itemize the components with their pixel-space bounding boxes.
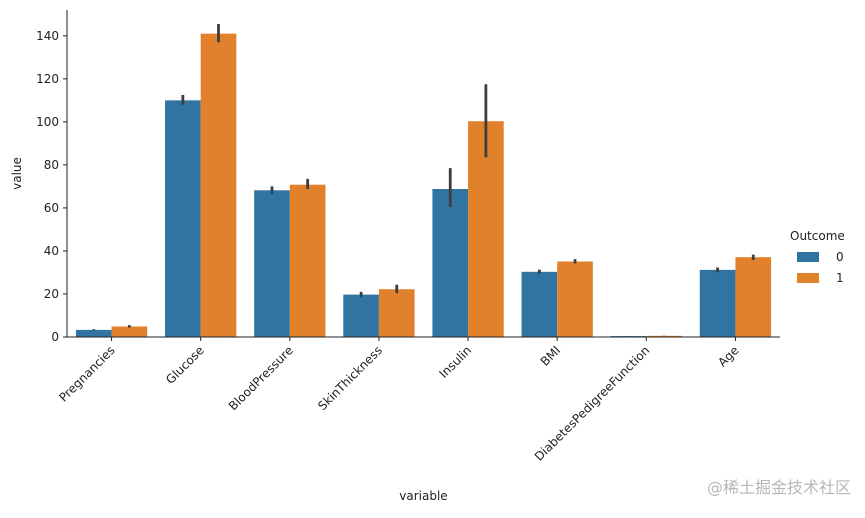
legend-label: 1 — [836, 271, 844, 285]
bar — [432, 188, 469, 337]
x-tick-label: BMI — [538, 343, 564, 369]
bar — [289, 184, 326, 337]
bar — [75, 329, 112, 337]
bar — [646, 335, 682, 337]
x-tick-label: Glucose — [163, 343, 207, 387]
x-tick-label: Pregnancies — [56, 343, 117, 404]
y-tick-label: 120 — [36, 72, 59, 86]
legend-label: 0 — [836, 250, 844, 264]
y-tick-label: 60 — [44, 201, 59, 215]
bar — [378, 289, 415, 337]
bar — [111, 326, 148, 337]
bar — [735, 257, 772, 337]
x-axis-label: variable — [399, 489, 447, 503]
y-tick-label: 100 — [36, 115, 59, 129]
x-tick-label: SkinThickness — [315, 343, 385, 413]
bar — [557, 261, 593, 337]
x-tick-label: Insulin — [437, 343, 475, 381]
y-tick-label: 0 — [51, 330, 59, 344]
y-axis-label: value — [10, 157, 24, 190]
watermark-text: @稀土掘金技术社区 — [706, 478, 851, 497]
x-tick-label: BloodPressure — [226, 343, 296, 413]
y-tick-label: 40 — [44, 244, 59, 258]
y-tick-label: 20 — [44, 287, 59, 301]
bar — [254, 190, 290, 337]
x-tick-label: Age — [715, 343, 741, 369]
y-tick-label: 140 — [36, 29, 59, 43]
legend-swatch — [797, 273, 819, 283]
legend-title: Outcome — [790, 229, 845, 243]
bar — [200, 33, 237, 337]
legend-swatch — [797, 252, 819, 262]
y-tick-label: 80 — [44, 158, 59, 172]
bar — [165, 100, 201, 338]
bar — [343, 294, 379, 337]
bar — [699, 269, 736, 337]
bar — [521, 271, 558, 337]
